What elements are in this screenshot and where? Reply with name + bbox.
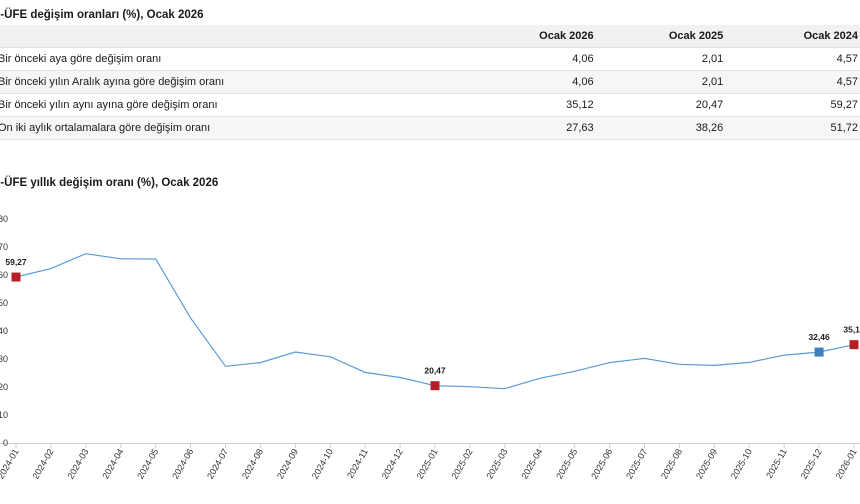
- table-title: D-ÜFE değişim oranları (%), Ocak 2026: [0, 9, 204, 21]
- cell-value: 4,06: [462, 47, 598, 71]
- header-ocak-2024: Ocak 2024: [727, 25, 860, 48]
- cell-value: 27,63: [462, 116, 598, 140]
- cell-value: 51,72: [727, 116, 860, 140]
- table-row: On iki aylık ortalamalara göre değişim o…: [0, 116, 860, 140]
- data-point-marker: [430, 381, 440, 391]
- data-label: 32,46: [808, 332, 830, 342]
- header-ocak-2025: Ocak 2025: [597, 25, 728, 48]
- x-tick-label: 2025-02: [449, 447, 474, 481]
- y-tick-label: 50: [0, 298, 8, 308]
- y-tick-label: 80: [0, 214, 8, 224]
- table-row: Bir önceki yılın Aralık ayına göre değiş…: [0, 70, 860, 94]
- cell-value: 20,47: [597, 93, 728, 117]
- data-point-marker: [11, 272, 21, 282]
- row-label: Bir önceki yılın aynı ayına göre değişim…: [0, 93, 463, 117]
- header-ocak-2026: Ocak 2026: [462, 25, 598, 48]
- x-tick-label: 2025-04: [519, 447, 544, 481]
- cell-value: 2,01: [597, 47, 728, 71]
- x-tick-label: 2025-01: [415, 447, 440, 481]
- y-tick-label: 60: [0, 270, 8, 280]
- cell-value: 4,06: [462, 70, 598, 94]
- x-tick-label: 2024-02: [30, 447, 55, 481]
- cell-value: 35,12: [462, 93, 598, 117]
- x-tick-label: 2024-12: [380, 447, 405, 481]
- data-point-marker: [849, 340, 859, 350]
- data-label: 20,47: [424, 366, 446, 376]
- x-tick-label: 2025-10: [729, 447, 754, 481]
- y-tick-label: 30: [0, 354, 8, 364]
- x-tick-label: 2025-07: [624, 447, 649, 481]
- cell-value: 2,01: [597, 70, 728, 94]
- cell-value: 4,57: [727, 47, 860, 71]
- x-tick-label: 2024-11: [345, 447, 370, 480]
- cell-value: 38,26: [597, 116, 728, 140]
- cell-value: 4,57: [727, 70, 860, 94]
- x-tick-label: 2025-12: [799, 447, 824, 481]
- x-tick-label: 2025-03: [484, 447, 509, 481]
- y-tick-label: 70: [0, 242, 8, 252]
- x-tick-label: 2025-05: [554, 447, 579, 481]
- table-header-row: Ocak 2026 Ocak 2025 Ocak 2024: [0, 25, 860, 48]
- x-tick-label: 2024-01: [0, 447, 21, 481]
- x-tick-label: 2024-08: [240, 447, 265, 481]
- x-tick-label: 2024-06: [170, 447, 195, 481]
- x-tick-label: 2024-07: [205, 447, 230, 481]
- data-label: 35,12: [843, 325, 860, 335]
- y-tick-label: 0: [3, 438, 8, 448]
- x-tick-label: 2026-01: [834, 447, 859, 481]
- cell-value: 59,27: [727, 93, 860, 117]
- x-tick-label: 2024-04: [100, 447, 125, 481]
- change-rates-table: Ocak 2026 Ocak 2025 Ocak 2024 Bir önceki…: [0, 25, 860, 140]
- x-tick-label: 2025-11: [764, 447, 789, 480]
- data-label: 59,27: [5, 257, 27, 267]
- x-tick-label: 2025-09: [694, 447, 719, 481]
- x-tick-label: 2024-09: [275, 447, 300, 481]
- y-tick-label: 20: [0, 382, 8, 392]
- row-label: On iki aylık ortalamalara göre değişim o…: [0, 116, 463, 140]
- x-tick-label: 2024-10: [310, 447, 335, 481]
- x-tick-label: 2025-08: [659, 447, 684, 481]
- table-row: Bir önceki aya göre değişim oranı 4,06 2…: [0, 47, 860, 71]
- y-tick-label: 10: [0, 410, 8, 420]
- data-point-marker: [814, 347, 824, 357]
- header-label-cell: [0, 25, 463, 48]
- table-row: Bir önceki yılın aynı ayına göre değişim…: [0, 93, 860, 117]
- row-label: Bir önceki yılın Aralık ayına göre değiş…: [0, 70, 463, 94]
- chart-title: D-ÜFE yıllık değişim oranı (%), Ocak 202…: [0, 177, 219, 189]
- x-tick-label: 2025-06: [589, 447, 614, 481]
- row-label: Bir önceki aya göre değişim oranı: [0, 47, 463, 71]
- x-tick-label: 2024-03: [65, 447, 90, 481]
- x-tick-label: 2024-05: [135, 447, 160, 481]
- y-tick-label: 40: [0, 326, 8, 336]
